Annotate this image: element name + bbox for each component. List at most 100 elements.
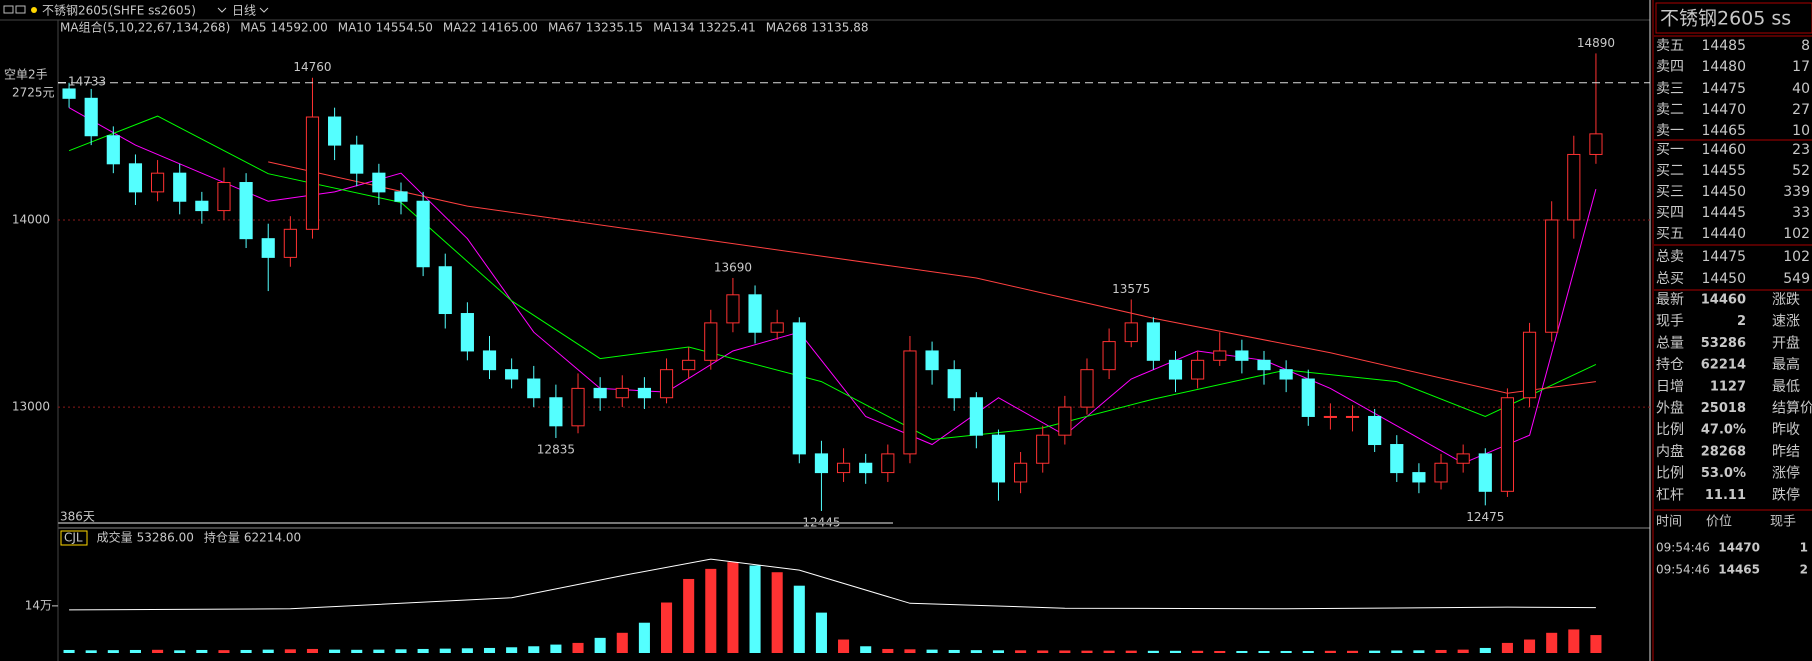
- legend-name: 成交量: [97, 530, 133, 545]
- book-qty: 102: [1783, 249, 1810, 265]
- candle-body: [991, 434, 1006, 483]
- volume-bar: [1479, 647, 1491, 653]
- candle-body: [814, 453, 829, 474]
- extreme-label: 14760: [293, 60, 331, 74]
- volume-bar: [638, 622, 650, 653]
- candle-body: [1434, 462, 1448, 483]
- candle-body: [84, 97, 98, 137]
- book-qty: 102: [1783, 226, 1810, 242]
- volume-bar: [306, 648, 319, 653]
- icon[interactable]: [3, 5, 14, 14]
- volume-bar: [970, 650, 982, 653]
- stat-value: 2: [1737, 314, 1746, 329]
- stat-value: 25018: [1701, 401, 1746, 416]
- volume-bar: [882, 648, 894, 653]
- volume-bar: [860, 646, 872, 653]
- volume-bar: [992, 650, 1004, 653]
- stat-label: 比例: [1656, 466, 1684, 482]
- column-header: 现手: [1770, 515, 1796, 530]
- stat-label: 现手: [1656, 314, 1684, 330]
- period-menu[interactable]: 日线: [232, 4, 256, 18]
- legend-value: 14554.50: [376, 21, 433, 35]
- volume-bar: [815, 612, 827, 653]
- book-qty: 10: [1792, 123, 1810, 139]
- volume-bar: [240, 649, 252, 653]
- dropdown-arrow[interactable]: [217, 7, 227, 13]
- symbol-menu[interactable]: 不锈钢2605(SHFE ss2605): [42, 4, 196, 18]
- volume-bar: [1236, 650, 1248, 653]
- candle-body: [1036, 434, 1050, 464]
- candle-body: [1146, 322, 1160, 361]
- candle-body: [328, 116, 342, 146]
- extreme-label: 12835: [537, 442, 575, 456]
- volume-bar: [107, 650, 119, 653]
- book-label: 卖三: [1656, 81, 1684, 97]
- book-label: 总买: [1656, 271, 1684, 287]
- y-tick-label: 14万: [25, 598, 52, 612]
- trade-price: 14465: [1718, 563, 1760, 577]
- volume-bar: [1103, 650, 1115, 653]
- candle-body: [195, 200, 209, 212]
- book-qty: 52: [1792, 163, 1810, 179]
- candle-body: [1213, 350, 1227, 361]
- legend-value: 13225.41: [699, 21, 756, 35]
- volume-bar: [926, 649, 938, 653]
- volume-bar: [594, 637, 606, 653]
- volume-bar: [483, 647, 496, 653]
- legend-name: MA67: [548, 21, 582, 35]
- volume-bar: [218, 650, 230, 653]
- candle-body: [1323, 415, 1337, 418]
- candle-body: [106, 135, 120, 165]
- candle-body: [1235, 350, 1249, 361]
- legend-name: 持仓量: [204, 530, 240, 545]
- candle-body: [239, 182, 253, 240]
- book-label: 卖四: [1656, 59, 1684, 75]
- candle-body: [505, 369, 519, 380]
- book-label: 买二: [1656, 163, 1684, 179]
- volume-bar: [439, 648, 451, 653]
- column-header: 价位: [1706, 515, 1732, 530]
- volume-bar: [1214, 650, 1226, 653]
- legend-value: 14165.00: [481, 21, 538, 35]
- volume-bar: [395, 649, 407, 653]
- volume-bar: [1037, 650, 1049, 653]
- candle-body: [903, 350, 917, 455]
- candle-body: [549, 397, 563, 427]
- candle-body: [792, 322, 806, 455]
- volume-bar: [616, 632, 628, 653]
- candle-body: [726, 294, 740, 324]
- panel-title: 不锈钢2605 ss: [1660, 8, 1791, 30]
- candle-body: [1345, 415, 1360, 418]
- volume-bar: [1125, 650, 1137, 653]
- volume-bar: [1015, 650, 1027, 653]
- candle-body: [659, 369, 674, 399]
- stat-label: 跌停: [1772, 486, 1800, 503]
- volume-bar: [85, 650, 97, 653]
- candle-body: [460, 313, 474, 352]
- volume-bar: [129, 649, 141, 653]
- candle-body: [1522, 331, 1537, 399]
- volume-bar: [1147, 650, 1159, 653]
- book-label: 买一: [1656, 142, 1684, 158]
- legend-name: MA22: [443, 21, 477, 35]
- book-price: 14470: [1701, 102, 1746, 118]
- volume-bar: [174, 650, 186, 653]
- candle-body: [350, 144, 364, 174]
- volume-bar: [417, 648, 429, 653]
- volume-bar: [152, 649, 164, 653]
- volume-bar: [1192, 650, 1204, 653]
- book-qty: 8: [1801, 38, 1810, 54]
- extreme-label: 13690: [714, 260, 752, 274]
- extreme-label: 13575: [1112, 282, 1150, 296]
- candle-body: [1191, 359, 1205, 380]
- volume-bar: [1524, 639, 1536, 653]
- volume-bar: [1302, 650, 1314, 653]
- volume-bar: [1568, 629, 1580, 653]
- candle-body: [217, 182, 231, 212]
- dropdown-arrow[interactable]: [259, 7, 269, 13]
- candle-body: [1368, 415, 1382, 446]
- book-label: 卖一: [1656, 123, 1684, 139]
- icon[interactable]: [15, 5, 26, 14]
